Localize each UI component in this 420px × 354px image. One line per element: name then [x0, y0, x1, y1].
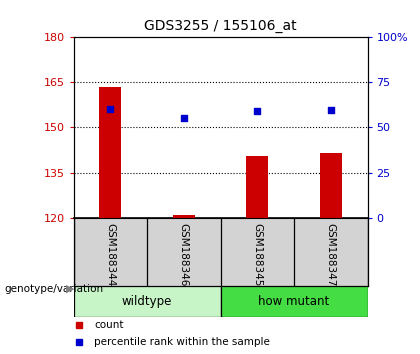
Text: GSM188345: GSM188345: [252, 223, 262, 287]
Point: [328, 108, 334, 113]
Text: GSM188344: GSM188344: [105, 223, 115, 287]
Text: percentile rank within the sample: percentile rank within the sample: [94, 337, 270, 347]
Text: GSM188347: GSM188347: [326, 223, 336, 287]
Bar: [220, 286, 368, 316]
Point: [254, 108, 260, 114]
Text: how mutant: how mutant: [258, 295, 330, 308]
Bar: [74, 286, 220, 316]
Text: genotype/variation: genotype/variation: [4, 284, 103, 293]
Text: GSM188346: GSM188346: [179, 223, 189, 287]
Text: ▶: ▶: [66, 284, 75, 293]
Text: count: count: [94, 320, 123, 330]
Bar: [320, 153, 342, 218]
Title: GDS3255 / 155106_at: GDS3255 / 155106_at: [144, 19, 297, 33]
Bar: [173, 215, 195, 218]
Bar: [246, 156, 268, 218]
Text: wildtype: wildtype: [122, 295, 172, 308]
Bar: [99, 87, 121, 218]
Point: [181, 115, 187, 120]
Point: [107, 106, 113, 112]
